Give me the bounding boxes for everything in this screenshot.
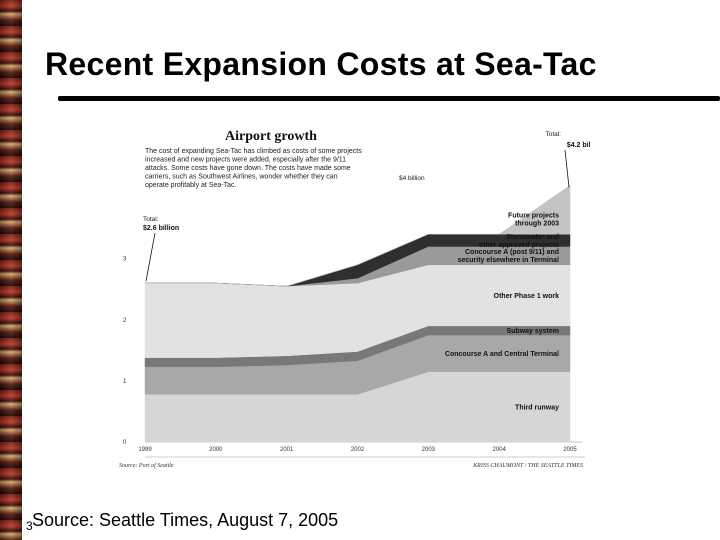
- start-total-pointer: [145, 232, 156, 282]
- area-series: [145, 184, 571, 287]
- slide-source-note: Source: Seattle Times, August 7, 2005: [32, 510, 339, 530]
- y-tick-label: 1: [123, 379, 127, 385]
- intro-line: The cost of expanding Sea-Tac has climbe…: [145, 148, 362, 155]
- decorative-side-photo-strip: [0, 0, 22, 540]
- series-label: Subway system: [506, 328, 559, 335]
- series-label: through 2003: [515, 220, 559, 227]
- y-tick-label: 0: [123, 440, 127, 446]
- x-axis: 1999 2000 2001 2002 2003 2004 2005: [138, 447, 577, 453]
- end-total-label: Total:: [545, 131, 561, 138]
- intro-line: operate profitably at Sea-Tac.: [145, 182, 236, 189]
- total-annotations: Total: $2.6 billion Total: $4.2 billion $4 b…: [143, 131, 590, 282]
- series-label: Concourse A and Central Terminal: [445, 351, 559, 358]
- x-tick-label: 2000: [209, 447, 223, 453]
- y-tick-label: 2: [123, 318, 127, 324]
- series-label: security elsewhere in Terminal: [458, 257, 559, 264]
- series-label: Concourse A (post 9/11) and: [465, 249, 559, 256]
- title-underline: [58, 96, 720, 101]
- series-label: Future projects: [508, 212, 559, 219]
- x-tick-label: 2002: [351, 447, 365, 453]
- chart-intro-text: The cost of expanding Sea-Tac has climbe…: [145, 148, 362, 189]
- series-label: other approved projects: [479, 242, 559, 249]
- x-tick-label: 2004: [492, 447, 506, 453]
- series-label: Third runway: [515, 404, 559, 411]
- intro-line: carriers, such as Southwest Airlines, wo…: [145, 174, 338, 181]
- figure-source: Source: Port of Seattle: [119, 462, 174, 469]
- chart-title: Airport growth: [225, 129, 317, 144]
- series-label: Stormwater and: [506, 234, 559, 241]
- slide-number: 3: [26, 519, 33, 533]
- slide-title: Recent Expansion Costs at Sea-Tac: [45, 46, 597, 82]
- intro-line: increased and new projects were added, e…: [145, 157, 346, 164]
- stacked-areas: [144, 184, 571, 443]
- intro-line: attacks. Some costs have gone down. The …: [145, 165, 351, 172]
- four-billion-marker: $4 billion: [399, 175, 425, 182]
- series-labels: Third runway Concourse A and Central Term…: [445, 212, 559, 411]
- figure-credit: KRISS CHAUMONT / THE SEATTLE TIMES: [472, 463, 583, 469]
- x-tick-label: 2003: [422, 447, 436, 453]
- airport-growth-figure: Airport growth The cost of expanding Sea…: [115, 120, 590, 475]
- x-tick-label: 1999: [138, 447, 152, 453]
- x-tick-label: 2001: [280, 447, 294, 453]
- start-total-label: Total:: [143, 216, 159, 223]
- x-tick-label: 2005: [563, 447, 577, 453]
- end-total-value: $4.2 billion: [567, 142, 590, 149]
- y-tick-label: 3: [123, 257, 127, 263]
- start-total-value: $2.6 billion: [143, 225, 179, 232]
- airport-growth-chart: Airport growth The cost of expanding Sea…: [119, 129, 590, 469]
- end-total-pointer: [564, 149, 570, 188]
- series-label: Other Phase 1 work: [494, 293, 559, 300]
